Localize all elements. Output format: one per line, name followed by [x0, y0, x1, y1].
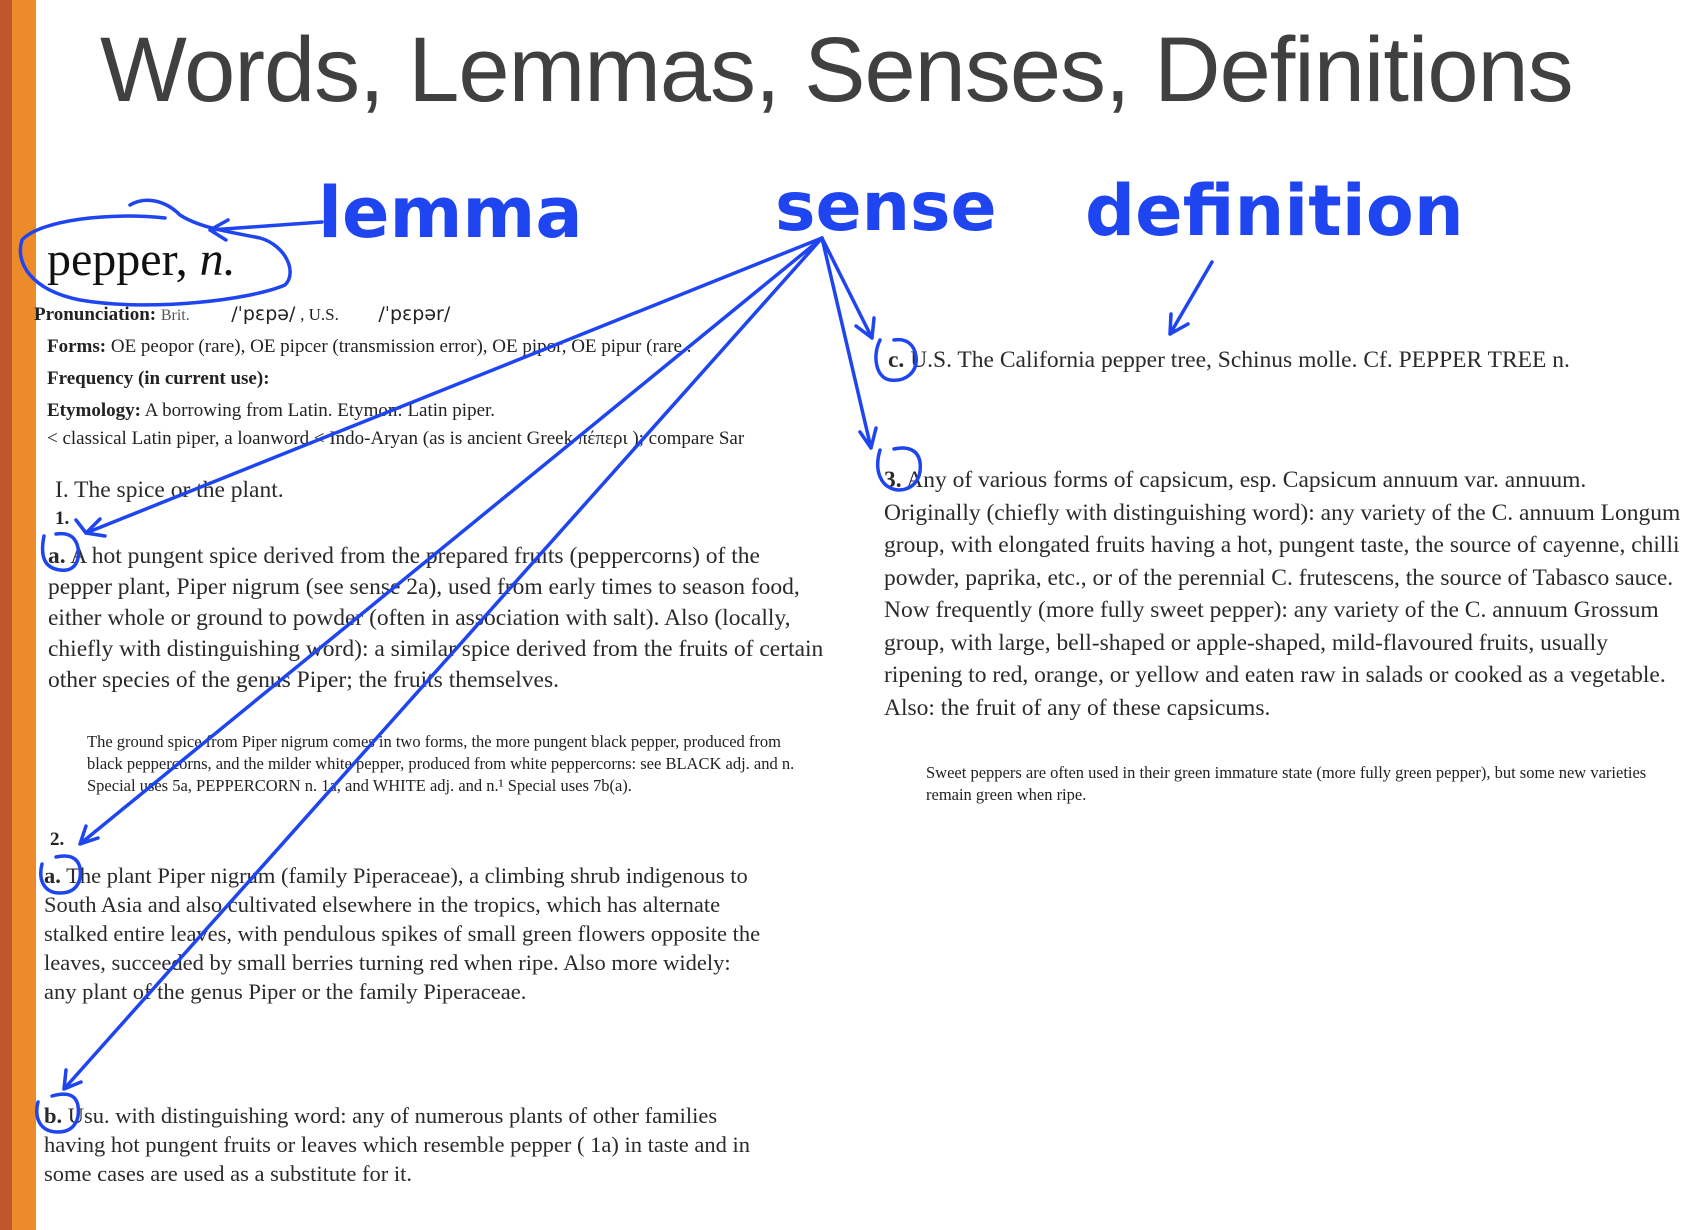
sense-2b-label: b.	[44, 1103, 63, 1128]
sense-2c: c. U.S. The California pepper tree, Schi…	[888, 345, 1688, 376]
headword: pepper, n.	[47, 232, 236, 287]
pronunciation-us: , U.S.	[300, 305, 339, 324]
sense-arrow-2c	[820, 236, 876, 340]
ipa-brit: /ˈpɛpə/	[231, 303, 296, 325]
sense-2c-label: c.	[888, 347, 905, 373]
sense-2-number: 2.	[50, 829, 65, 850]
left-orange-bar	[12, 0, 39, 1230]
ipa-us: /ˈpɛpər/	[378, 303, 451, 325]
section-I-heading: I. The spice or the plant.	[55, 477, 284, 503]
pronunciation-label: Pronunciation:	[34, 304, 157, 325]
frequency-line: Frequency (in current use):	[47, 368, 270, 390]
forms-label: Forms:	[47, 336, 107, 357]
etymology-text: A borrowing from Latin. Etymon: Latin pi…	[144, 400, 496, 421]
headword-word: pepper,	[47, 233, 188, 286]
sense-2b: b. Usu. with distinguishing word: any of…	[44, 1101, 764, 1188]
arrow-1-number	[74, 518, 88, 535]
sense-1a: a. A hot pungent spice derived from the …	[48, 541, 828, 696]
forms-text: OE peopor (rare), OE pipcer (transmissio…	[110, 336, 692, 357]
etymology-line-2: < classical Latin piper, a loanword < In…	[47, 428, 745, 449]
slide-title: Words, Lemmas, Senses, Definitions	[100, 19, 1574, 121]
frequency-label: Frequency (in current use):	[47, 368, 270, 389]
sense-3-text: Any of various forms of capsicum, esp. C…	[884, 467, 1681, 721]
sense-3-label: 3.	[884, 467, 902, 493]
sense-arrow-3	[820, 236, 878, 450]
definition-arrow	[1168, 260, 1214, 336]
sense-2a: a. The plant Piper nigrum (family Pipera…	[44, 861, 764, 1006]
sense-2c-text: U.S. The California pepper tree, Schinus…	[910, 347, 1570, 373]
sense-label: sense	[775, 168, 997, 247]
pronunciation-line: Pronunciation: Brit. /ˈpɛpə/ , U.S. /ˈpɛ…	[34, 303, 450, 326]
etymology-line: Etymology: A borrowing from Latin. Etymo…	[47, 400, 495, 422]
sense-2a-label: a.	[44, 863, 61, 888]
sense-3: 3. Any of various forms of capsicum, esp…	[884, 464, 1684, 724]
definition-label: definition	[1085, 170, 1464, 252]
sense-1-number: 1.	[55, 508, 70, 529]
left-accent-bar	[0, 0, 12, 1230]
sense-1a-text: A hot pungent spice derived from the pre…	[48, 543, 824, 693]
sense-3-note: Sweet peppers are often used in their gr…	[926, 763, 1647, 804]
etymology-label: Etymology:	[47, 400, 141, 421]
forms-line: Forms: OE peopor (rare), OE pipcer (tran…	[47, 336, 812, 358]
sense-1-note: The ground spice from Piper nigrum comes…	[87, 732, 795, 795]
headword-pos: n.	[199, 233, 236, 286]
sense-2a-text: The plant Piper nigrum (family Piperacea…	[44, 863, 761, 1004]
left-bar-gap	[36, 0, 44, 1230]
pronunciation-brit: Brit.	[160, 307, 190, 324]
lemma-label: lemma	[318, 172, 583, 254]
sense-2b-text: Usu. with distinguishing word: any of nu…	[44, 1103, 751, 1186]
sense-1a-label: a.	[48, 543, 66, 569]
